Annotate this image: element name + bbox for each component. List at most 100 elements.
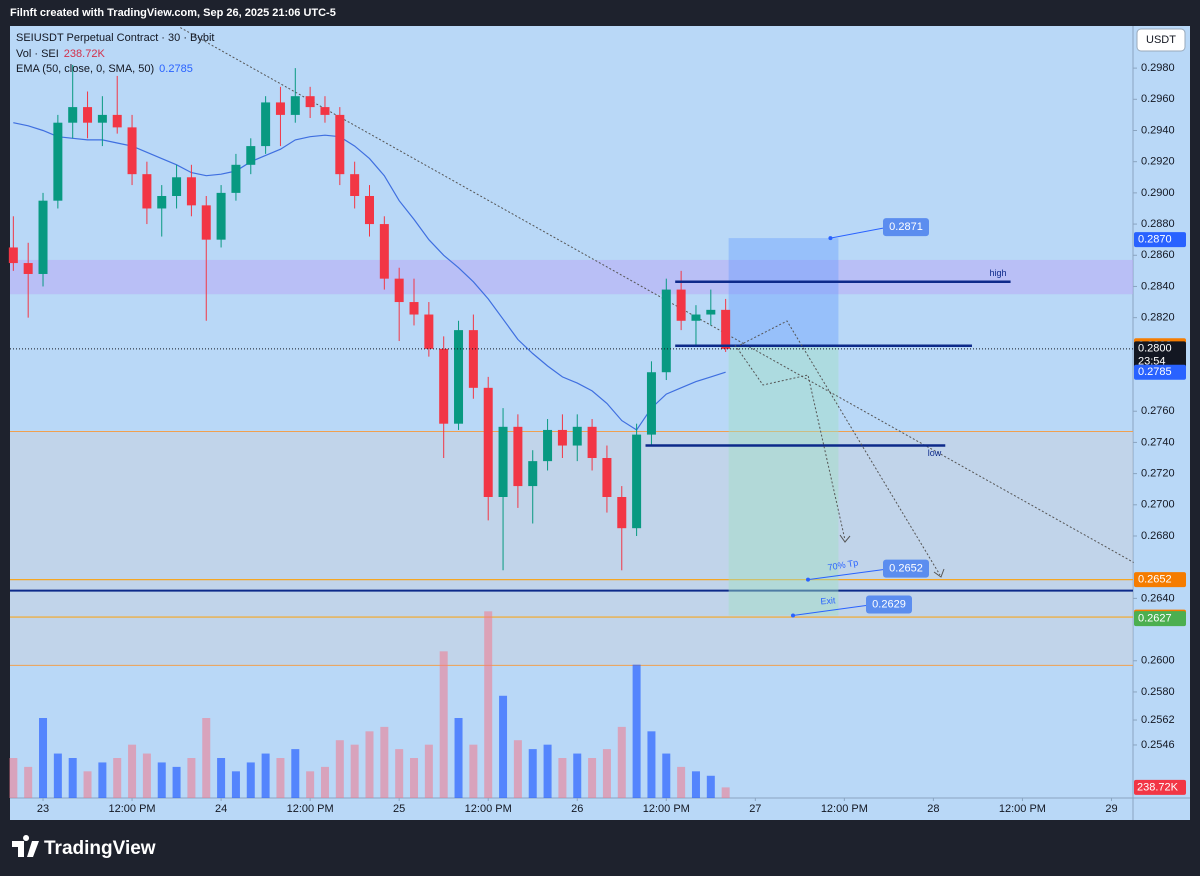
volume-bar <box>217 758 226 798</box>
price-tag-label: 0.2652 <box>1138 574 1172 586</box>
callout-value: 0.2629 <box>872 598 906 610</box>
volume-bar <box>647 731 656 798</box>
volume-bar <box>662 753 671 798</box>
callout-line <box>792 605 867 617</box>
y-tick-label: 0.2820 <box>1141 312 1175 324</box>
volume-bar <box>602 749 611 798</box>
candle-body <box>23 263 33 274</box>
volume-bar <box>365 731 374 798</box>
volume-bar <box>128 744 137 798</box>
candle-body <box>83 107 93 123</box>
volume-bar <box>246 762 255 798</box>
candle-body <box>127 127 137 175</box>
volume-bar <box>276 758 285 798</box>
candle-body <box>112 114 122 128</box>
volume-bar <box>98 762 107 798</box>
candle-body <box>661 289 671 373</box>
candle-body <box>632 434 642 529</box>
x-tick-label: 12:00 PM <box>109 803 156 815</box>
candle-body <box>142 174 152 209</box>
volume-bar <box>187 758 196 798</box>
y-tick-label: 0.2860 <box>1141 249 1175 261</box>
candle-body <box>617 496 627 529</box>
volume-bar <box>617 726 626 798</box>
y-tick-label: 0.2562 <box>1141 714 1175 726</box>
y-tick-label: 0.2980 <box>1141 62 1175 74</box>
volume-legend: Vol · SEI 238.72K <box>16 48 105 60</box>
x-tick-label: 27 <box>749 803 761 815</box>
volume-last: 238.72K <box>64 48 106 60</box>
candle-body <box>350 174 360 196</box>
volume-bar <box>202 718 211 798</box>
y-tick-label: 0.2760 <box>1141 405 1175 417</box>
volume-name: Vol · SEI <box>16 48 59 60</box>
candle-body <box>394 278 404 303</box>
price-tag <box>1134 364 1186 380</box>
volume-bar <box>513 740 522 798</box>
candle-body <box>275 102 285 115</box>
volume-bar <box>454 718 463 798</box>
candle-body <box>379 224 389 279</box>
volume-bar <box>484 611 493 798</box>
volume-bar <box>395 749 404 798</box>
x-tick-label: 23 <box>37 803 49 815</box>
y-tick-label: 0.2580 <box>1141 686 1175 698</box>
y-tick-label: 0.2700 <box>1141 499 1175 511</box>
candle-body <box>216 192 226 240</box>
volume-bar <box>706 775 715 798</box>
symbol-title: SEIUSDT Perpetual Contract · 30 · Bybit <box>16 32 215 44</box>
callout-value: 0.2871 <box>889 221 923 233</box>
currency-label: USDT <box>1146 34 1176 46</box>
arrow-head <box>933 568 945 578</box>
x-tick-label: 29 <box>1105 803 1117 815</box>
volume-bar <box>691 771 700 798</box>
price-tag <box>1134 611 1186 627</box>
callout-text: Exit <box>820 595 836 606</box>
candle-body <box>557 429 567 446</box>
callout-dot <box>828 236 833 241</box>
y-tick-label: 0.2546 <box>1141 739 1175 751</box>
volume-bar <box>24 766 33 798</box>
callout-line <box>830 227 884 239</box>
candle-body <box>335 114 345 175</box>
logo-icon <box>12 835 39 857</box>
volume-bar <box>172 766 181 798</box>
candle-body <box>53 122 63 201</box>
y-tick-label: 0.2840 <box>1141 280 1175 292</box>
candle-body <box>261 102 271 147</box>
candle-body <box>97 114 107 123</box>
volume-bar <box>142 753 151 798</box>
x-tick-label: 25 <box>393 803 405 815</box>
candle-body <box>8 247 18 264</box>
y-tick-label: 0.2900 <box>1141 187 1175 199</box>
callout-line <box>807 569 884 581</box>
x-tick-label: 24 <box>215 803 227 815</box>
candle-body <box>231 164 241 193</box>
volume-bar <box>573 753 582 798</box>
candle-body <box>172 177 182 196</box>
projection-arrow <box>734 344 846 541</box>
candle-body <box>498 426 508 497</box>
volume-bar <box>528 749 537 798</box>
arrow-head <box>839 534 851 543</box>
volume-bar <box>291 749 300 798</box>
candle-body <box>543 429 553 462</box>
x-tick-label: 12:00 PM <box>999 803 1046 815</box>
tradingview-logo: TradingView <box>12 835 156 859</box>
candle-body <box>364 195 374 225</box>
volume-bar <box>9 758 18 798</box>
ema-name: EMA (50, close, 0, SMA, 50) <box>16 63 154 75</box>
zone <box>10 259 1133 295</box>
x-tick-label: 12:00 PM <box>287 803 334 815</box>
volume-bar <box>558 758 567 798</box>
y-tick-label: 0.2720 <box>1141 468 1175 480</box>
callout-value: 0.2652 <box>889 563 923 575</box>
candle-body <box>528 461 538 487</box>
volume-bar <box>588 758 597 798</box>
candle-body <box>706 309 716 315</box>
candle-body <box>246 146 256 165</box>
currency-button[interactable] <box>1136 28 1186 52</box>
volume-bar <box>499 695 508 798</box>
credit: Filnft created with TradingView.com, Sep… <box>10 7 336 19</box>
